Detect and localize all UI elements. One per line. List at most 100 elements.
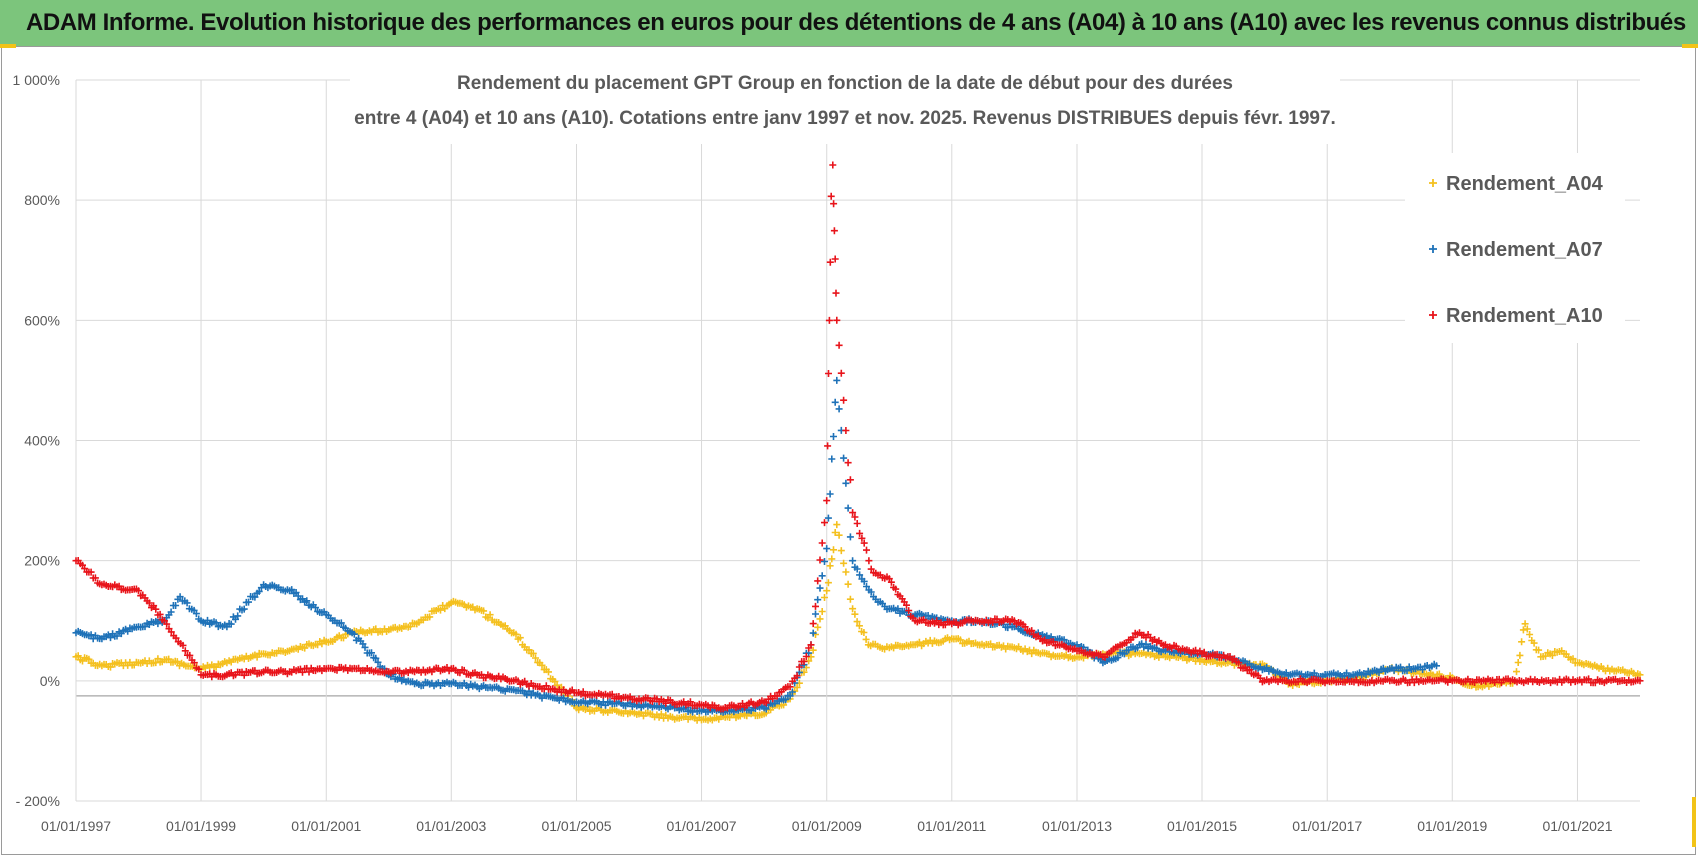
data-point-marker bbox=[840, 559, 848, 567]
data-point-marker bbox=[1509, 676, 1517, 684]
data-point-marker bbox=[823, 587, 831, 595]
data-point-marker bbox=[830, 546, 837, 554]
data-point-marker bbox=[234, 612, 242, 620]
data-point-marker bbox=[508, 629, 516, 637]
data-point-marker bbox=[832, 289, 840, 297]
data-point-marker bbox=[830, 433, 837, 440]
data-point-marker bbox=[368, 649, 375, 657]
data-point-marker bbox=[1446, 675, 1454, 683]
data-point-marker bbox=[814, 596, 822, 604]
data-point-marker bbox=[480, 607, 488, 615]
data-point-marker bbox=[107, 634, 114, 642]
data-point-marker bbox=[158, 658, 166, 666]
data-point-marker bbox=[96, 635, 104, 643]
data-point-marker bbox=[784, 692, 792, 699]
x-tick-label: 01/01/2015 bbox=[1167, 818, 1237, 834]
data-point-marker bbox=[793, 684, 801, 691]
legend-box bbox=[1405, 153, 1625, 343]
data-point-marker bbox=[809, 620, 817, 628]
data-point-marker bbox=[828, 555, 836, 563]
data-point-marker bbox=[257, 584, 265, 592]
data-point-marker bbox=[1049, 638, 1057, 646]
data-point-marker bbox=[1263, 664, 1271, 671]
data-point-marker bbox=[534, 690, 542, 698]
data-point-marker bbox=[860, 629, 868, 636]
data-point-marker bbox=[933, 617, 941, 625]
data-point-marker bbox=[858, 534, 866, 542]
data-point-marker bbox=[795, 663, 803, 671]
data-point-marker bbox=[846, 533, 854, 541]
data-point-marker bbox=[773, 692, 781, 700]
data-point-marker bbox=[253, 653, 261, 661]
data-point-marker bbox=[1597, 663, 1605, 670]
data-point-marker bbox=[824, 579, 832, 587]
data-point-marker bbox=[844, 459, 852, 467]
data-point-marker bbox=[829, 161, 837, 169]
data-point-marker bbox=[809, 629, 817, 637]
data-point-marker bbox=[849, 509, 857, 517]
chart-title-line1: Rendement du placement GPT Group en fonc… bbox=[457, 73, 1233, 94]
title-background bbox=[350, 64, 1340, 144]
data-point-marker bbox=[851, 513, 859, 521]
data-point-marker bbox=[833, 521, 841, 529]
y-tick-label: 0% bbox=[40, 673, 60, 689]
series-Rendement_A10 bbox=[72, 136, 1644, 713]
x-axis-tick-labels: 01/01/1997 01/01/1999 01/01/2001 01/01/2003… bbox=[41, 818, 1613, 834]
data-point-marker bbox=[844, 504, 852, 512]
data-point-marker bbox=[337, 619, 345, 627]
data-point-marker bbox=[1535, 646, 1543, 654]
data-point-marker bbox=[903, 601, 910, 609]
data-point-marker bbox=[1196, 647, 1204, 655]
x-tick-label: 01/01/1997 bbox=[41, 818, 111, 834]
data-point-marker bbox=[826, 562, 834, 570]
data-point-marker bbox=[758, 711, 766, 719]
data-point-marker bbox=[167, 628, 175, 636]
data-point-marker bbox=[835, 341, 843, 349]
data-point-marker bbox=[837, 369, 845, 377]
data-point-marker bbox=[818, 608, 826, 615]
data-point-marker bbox=[826, 490, 834, 498]
data-point-marker bbox=[846, 476, 854, 484]
data-point-marker bbox=[867, 588, 875, 596]
y-tick-label: 1 000% bbox=[13, 72, 60, 88]
data-point-marker bbox=[301, 644, 309, 652]
data-point-marker bbox=[816, 556, 824, 564]
data-point-marker bbox=[830, 227, 838, 235]
data-point-marker bbox=[195, 665, 203, 673]
data-point-marker bbox=[835, 531, 843, 539]
data-point-marker bbox=[1634, 670, 1642, 678]
data-point-marker bbox=[372, 654, 380, 662]
data-point-marker bbox=[294, 592, 302, 600]
data-point-marker bbox=[1060, 636, 1068, 644]
data-point-marker bbox=[1403, 667, 1411, 675]
data-point-marker bbox=[1142, 640, 1150, 648]
data-point-marker bbox=[762, 705, 770, 713]
data-point-marker bbox=[856, 529, 864, 537]
data-point-marker bbox=[812, 602, 819, 610]
data-point-marker bbox=[154, 620, 162, 628]
data-point-marker bbox=[283, 670, 291, 678]
data-point-marker bbox=[851, 610, 859, 618]
corner-mark-bottom-right bbox=[1692, 797, 1696, 847]
data-point-marker bbox=[1384, 666, 1392, 674]
data-point-marker bbox=[383, 628, 391, 635]
data-point-marker bbox=[816, 584, 824, 592]
data-point-marker bbox=[762, 699, 770, 707]
data-point-marker bbox=[1034, 632, 1042, 640]
data-point-marker bbox=[74, 652, 82, 660]
data-point-marker bbox=[823, 545, 831, 553]
data-point-marker bbox=[538, 661, 546, 669]
data-point-marker bbox=[212, 619, 220, 627]
data-point-marker bbox=[132, 585, 140, 593]
data-point-marker bbox=[758, 697, 766, 705]
legend-label: Rendement_A04 bbox=[1446, 173, 1604, 195]
data-point-marker bbox=[516, 634, 524, 642]
data-point-marker bbox=[1548, 652, 1556, 659]
data-point-marker bbox=[299, 668, 306, 676]
data-point-marker bbox=[1159, 641, 1167, 649]
data-point-marker bbox=[1514, 659, 1522, 666]
data-point-marker bbox=[145, 599, 153, 607]
data-point-marker bbox=[87, 568, 95, 576]
data-point-marker bbox=[579, 688, 587, 696]
data-point-marker bbox=[633, 710, 641, 718]
